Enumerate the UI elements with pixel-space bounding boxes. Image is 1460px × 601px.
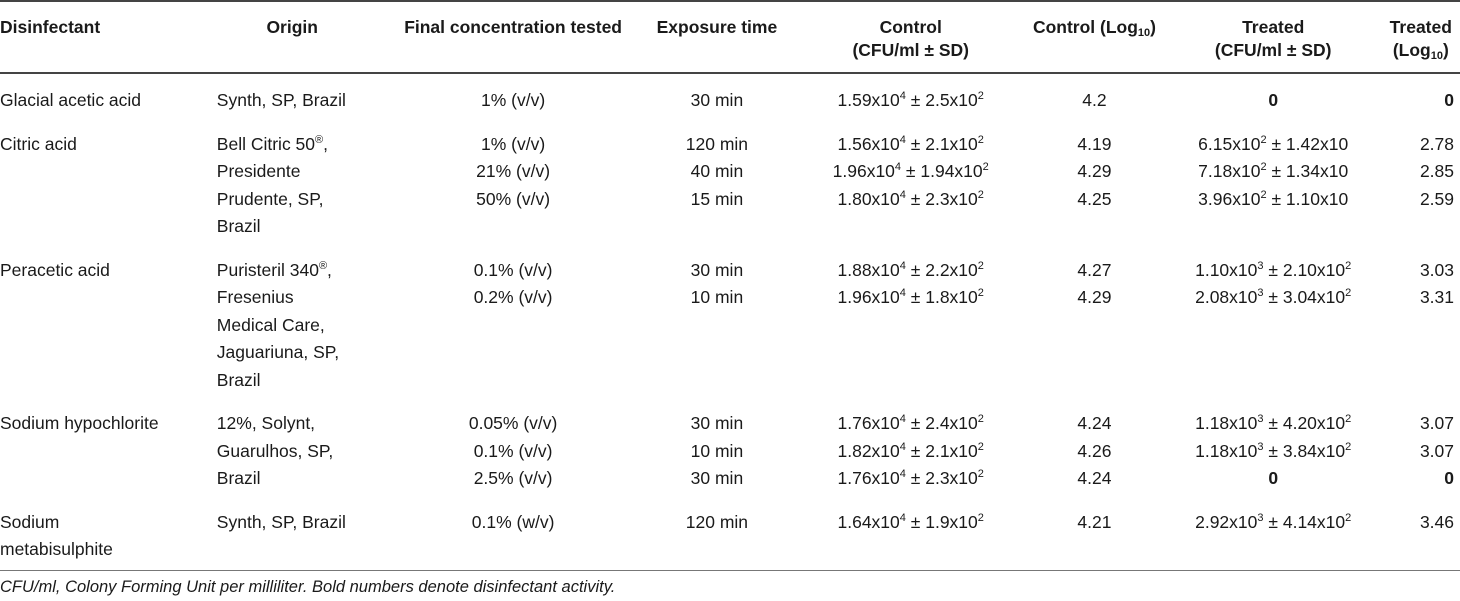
exposure-time-cell: 30 min — [690, 90, 744, 110]
origin-cell: Puristeril 340®, Fresenius Medical Care,… — [216, 259, 340, 390]
header-disinfectant: Disinfectant — [0, 17, 101, 37]
disinfectant-name: Glacial acetic acid — [0, 90, 142, 110]
table-footnote: CFU/ml, Colony Forming Unit per millilit… — [0, 578, 616, 596]
concentration-cell: 0.1% (v/v) 0.2% (v/v) — [473, 259, 553, 308]
header-control-log: Control (Log10) — [1032, 17, 1156, 39]
disinfectant-name: Sodium hypochlorite — [0, 413, 159, 433]
treated-log-cell: 0 — [1444, 90, 1454, 110]
table-row: Glacial acetic acid Synth, SP, Brazil 1%… — [0, 73, 1460, 123]
disinfectant-table: Disinfectant Origin Final concentration … — [0, 1, 1460, 570]
control-log-cell: 4.2 — [1082, 90, 1107, 110]
treated-cell: 2.92x103 ± 4.14x102 — [1195, 511, 1352, 532]
origin-cell: Synth, SP, Brazil — [216, 90, 346, 110]
disinfectant-name: Peracetic acid — [0, 259, 110, 280]
origin-cell: Bell Citric 50®, Presidente Prudente, SP… — [216, 133, 329, 237]
table-row: Sodium metabisulphite Synth, SP, Brazil … — [0, 501, 1460, 571]
exposure-time-cell: 120 min 40 min 15 min — [685, 133, 749, 209]
origin-cell: Synth, SP, Brazil — [216, 511, 346, 532]
concentration-cell: 1% (v/v) 21% (v/v) 50% (v/v) — [476, 133, 551, 209]
concentration-cell: 0.05% (v/v) 0.1% (v/v) 2.5% (v/v) — [468, 413, 558, 488]
control-log-cell: 4.27 4.29 — [1077, 259, 1112, 308]
treated-log-cell: 3.46 — [1419, 511, 1454, 532]
treated-cell: 6.15x102 ± 1.42x10 7.18x102 ± 1.34x10 3.… — [1198, 133, 1349, 209]
control-cell: 1.88x104 ± 2.2x102 1.96x104 ± 1.8x102 — [837, 259, 984, 308]
table-row: Peracetic acid Puristeril 340®, Freseniu… — [0, 249, 1460, 403]
control-cell: 1.76x104 ± 2.4x102 1.82x104 ± 2.1x102 1.… — [837, 413, 984, 488]
disinfectant-name: Sodium metabisulphite — [0, 511, 113, 560]
control-log-cell: 4.21 — [1077, 511, 1112, 532]
disinfectant-name: Citric acid — [0, 133, 77, 154]
treated-cell: 1.10x103 ± 2.10x102 2.08x103 ± 3.04x102 — [1195, 259, 1352, 308]
header-origin: Origin — [266, 17, 318, 37]
header-final-concentration: Final concentration tested — [404, 17, 622, 37]
header-exposure-time: Exposure time — [656, 17, 778, 37]
control-cell: 1.64x104 ± 1.9x102 — [837, 511, 984, 532]
control-cell: 1.56x104 ± 2.1x102 1.96x104 ± 1.94x102 1… — [832, 133, 989, 209]
origin-cell: 12%, Solynt, Guarulhos, SP, Brazil — [216, 413, 334, 488]
treated-log-cell: 3.07 3.07 0 — [1419, 413, 1454, 488]
control-log-cell: 4.19 4.29 4.25 — [1077, 133, 1112, 209]
header-control: Control (CFU/ml ± SD) — [852, 17, 969, 60]
treated-log-cell: 3.03 3.31 — [1419, 259, 1454, 308]
header-treated: Treated (CFU/ml ± SD) — [1214, 17, 1332, 60]
concentration-cell: 0.1% (w/v) — [471, 511, 555, 532]
treated-cell: 0 — [1268, 90, 1279, 110]
control-log-cell: 4.24 4.26 4.24 — [1077, 413, 1112, 488]
control-cell: 1.59x104 ± 2.5x102 — [837, 90, 984, 110]
concentration-cell: 1% (v/v) — [481, 90, 546, 110]
treated-cell: 1.18x103 ± 4.20x102 1.18x103 ± 3.84x102 … — [1195, 413, 1352, 488]
table-header: Disinfectant Origin Final concentration … — [0, 1, 1460, 73]
exposure-time-cell: 120 min — [685, 511, 749, 532]
header-treated-log: Treated (Log10) — [1389, 17, 1452, 62]
treated-log-cell: 2.78 2.85 2.59 — [1419, 133, 1454, 209]
exposure-time-cell: 30 min 10 min — [690, 259, 744, 308]
table-row: Sodium hypochlorite 12%, Solynt, Guarulh… — [0, 402, 1460, 501]
table-row: Citric acid Bell Citric 50®, Presidente … — [0, 123, 1460, 249]
table-body: Glacial acetic acid Synth, SP, Brazil 1%… — [0, 73, 1460, 570]
exposure-time-cell: 30 min 10 min 30 min — [690, 413, 744, 488]
